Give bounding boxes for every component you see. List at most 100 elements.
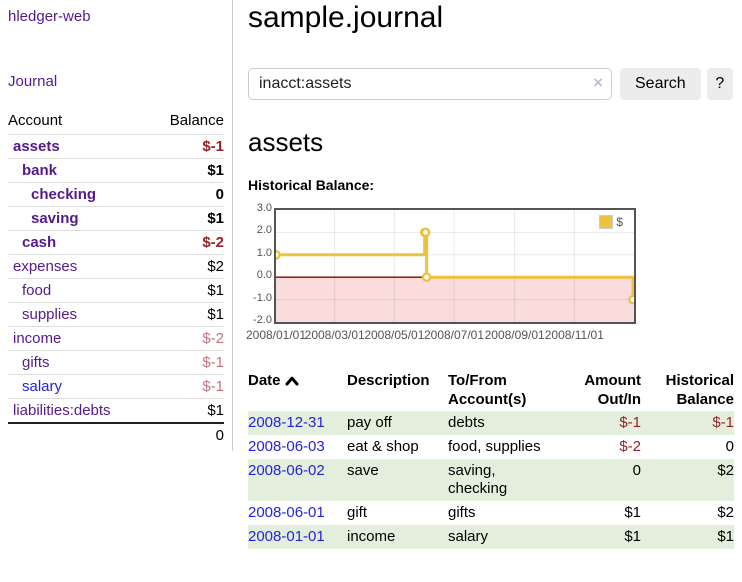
x-axis-tick-label: 2008/01/01	[245, 328, 307, 342]
transaction-date-link[interactable]: 2008-12-31	[248, 414, 325, 431]
transaction-description: eat & shop	[347, 438, 419, 455]
sidebar-account-balance: $1	[207, 282, 224, 299]
register-header-row: Date Description To/From Account(s) Amou…	[248, 369, 734, 411]
sidebar-account-row: cash $-2	[8, 230, 224, 255]
transaction-date-link[interactable]: 2008-06-03	[248, 438, 325, 455]
transaction-description: income	[347, 528, 396, 545]
column-header-date[interactable]: Date	[248, 369, 347, 411]
chart-plot-area: $	[274, 208, 636, 324]
sidebar-account-row: income $-2	[8, 326, 224, 351]
transaction-balance: $-1	[712, 414, 734, 431]
help-button[interactable]: ?	[706, 68, 733, 100]
sidebar-account-link[interactable]: cash	[22, 234, 57, 251]
sidebar-account-link[interactable]: income	[13, 330, 62, 347]
transaction-accounts: salary	[448, 528, 489, 545]
column-header-balance: Historical Balance	[665, 372, 734, 408]
legend-swatch	[599, 215, 614, 229]
brand-link[interactable]: hledger-web	[8, 8, 91, 25]
sidebar-account-link[interactable]: checking	[31, 186, 97, 203]
register-row: 2008-12-31 pay off debts $-1 $-1	[248, 411, 734, 435]
sidebar-account-balance: $-2	[202, 330, 224, 347]
column-header-description: Description	[347, 372, 430, 389]
chart-title: Historical Balance:	[248, 177, 375, 193]
x-axis-tick-label: 2008/09/01	[484, 328, 545, 342]
search-input-wrap: ×	[248, 68, 612, 100]
search-bar: × Search ?	[248, 68, 733, 100]
accounts-header-account: Account	[8, 112, 63, 129]
historical-balance-chart: $ 3.0 2.0 1.0 0.0 -1.0 -2.0 2008/01/01 2008/03/…	[246, 202, 733, 348]
sidebar-account-link[interactable]: gifts	[22, 354, 50, 371]
clear-search-icon[interactable]: ×	[593, 73, 603, 92]
sidebar-item-journal[interactable]: Journal	[8, 73, 58, 90]
sidebar-account-row: checking 0	[8, 182, 224, 207]
sidebar-account-row: food $1	[8, 278, 224, 303]
sidebar-account-link[interactable]: supplies	[22, 306, 78, 323]
x-axis-tick-label: 2008/05/01	[364, 328, 425, 342]
transaction-accounts: saving, checking	[448, 462, 508, 497]
sidebar-account-link[interactable]: bank	[22, 162, 58, 179]
sidebar-account-row: saving $1	[8, 206, 224, 231]
accounts-total-row: 0	[8, 423, 224, 449]
sidebar: hledger-web Journal Account Balance asse…	[0, 0, 233, 451]
sidebar-account-link[interactable]: salary	[22, 378, 63, 395]
sidebar-account-row: gifts $-1	[8, 350, 224, 375]
transaction-balance: $1	[717, 528, 734, 545]
y-axis-tick-label: 1.0	[256, 246, 272, 259]
accounts-table: Account Balance assets $-1 bank $1 checking 0…	[8, 110, 224, 449]
transaction-amount: $-2	[619, 438, 641, 455]
transaction-amount: 0	[632, 462, 641, 479]
accounts-header-row: Account Balance	[8, 110, 224, 135]
transaction-date-link[interactable]: 2008-01-01	[248, 528, 325, 545]
transaction-balance: 0	[725, 438, 734, 455]
search-input[interactable]	[248, 68, 612, 100]
transaction-accounts: debts	[448, 414, 485, 431]
transaction-amount: $-1	[619, 414, 641, 431]
y-axis-tick-label: 0.0	[256, 269, 272, 282]
y-axis-tick-label: -2.0	[253, 314, 272, 326]
transaction-description: save	[347, 462, 379, 479]
search-button[interactable]: Search	[620, 68, 701, 100]
transaction-date-link[interactable]: 2008-06-02	[248, 462, 325, 479]
sidebar-account-balance: $1	[207, 210, 224, 227]
transaction-amount: $1	[624, 528, 641, 545]
y-axis-tick-label: -1.0	[253, 291, 272, 304]
register-row: 2008-06-02 save saving, checking 0 $2	[248, 459, 734, 501]
account-heading: assets	[248, 127, 324, 157]
column-header-accounts: To/From Account(s)	[448, 372, 527, 408]
sidebar-account-row: supplies $1	[8, 302, 224, 327]
app-layout: hledger-web Journal Account Balance asse…	[0, 0, 741, 549]
transaction-date-link[interactable]: 2008-06-01	[248, 504, 325, 521]
transaction-accounts: gifts	[448, 504, 476, 521]
x-axis-tick-label: 2008/03/01	[304, 328, 365, 342]
transaction-amount: $1	[624, 504, 641, 521]
transaction-balance: $2	[717, 462, 734, 479]
sort-ascending-icon	[285, 372, 299, 391]
sidebar-account-link[interactable]: liabilities:debts	[13, 402, 111, 419]
sidebar-account-balance: 0	[215, 186, 224, 203]
transaction-accounts: food, supplies	[448, 438, 541, 455]
chart-legend: $	[597, 214, 625, 230]
sidebar-account-balance: $-1	[202, 138, 224, 155]
register-row: 2008-01-01 income salary $1 $1	[248, 525, 734, 549]
sidebar-account-link[interactable]: saving	[31, 210, 79, 227]
transaction-balance: $2	[717, 504, 734, 521]
sidebar-account-balance: $2	[207, 258, 224, 275]
sidebar-account-row: liabilities:debts $1	[8, 398, 224, 424]
column-header-amount: Amount Out/In	[584, 372, 641, 408]
accounts-total-value: 0	[215, 427, 224, 444]
page-title: sample.journal	[248, 1, 444, 34]
transaction-description: pay off	[347, 414, 392, 431]
sidebar-account-link[interactable]: expenses	[13, 258, 78, 275]
sidebar-account-row: salary $-1	[8, 374, 224, 399]
x-axis-tick-label: 2008/11/01	[544, 328, 604, 342]
chart-canvas	[276, 210, 634, 322]
legend-label: $	[616, 215, 623, 229]
sidebar-account-balance: $1	[207, 306, 224, 323]
sidebar-account-row: bank $1	[8, 158, 224, 183]
sidebar-account-balance: $-1	[202, 378, 224, 395]
sidebar-account-link[interactable]: assets	[13, 138, 60, 155]
sidebar-account-link[interactable]: food	[22, 282, 52, 299]
register-table: Date Description To/From Account(s) Amou…	[248, 369, 734, 549]
main-content: sample.journal × Search ? assets Histori…	[233, 0, 741, 549]
sidebar-account-row: assets $-1	[8, 134, 224, 159]
